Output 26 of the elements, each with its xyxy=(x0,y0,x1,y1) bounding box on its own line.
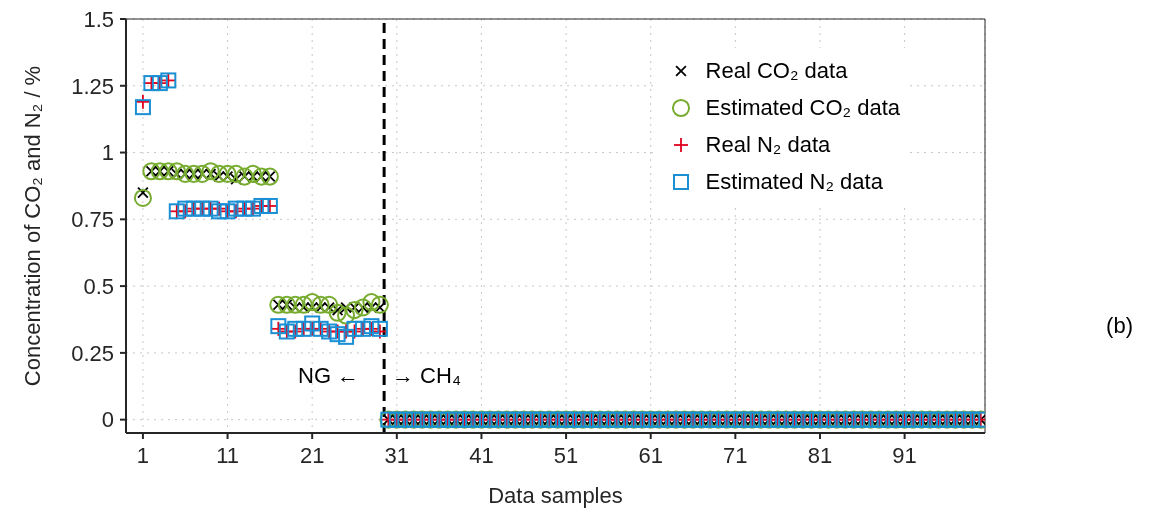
y-tick-label: 1.5 xyxy=(83,6,114,32)
legend-label: Real CO₂ data xyxy=(705,57,848,84)
y-tick-label: 1 xyxy=(101,140,114,166)
legend-label: Real N₂ data xyxy=(705,131,831,158)
annotation: → CH₄ xyxy=(392,363,461,389)
y-tick-label: 0.75 xyxy=(71,207,114,233)
y-axis-title: Concentration of CO₂ and N₂ / % xyxy=(19,65,45,387)
x-tick-label: 41 xyxy=(469,442,494,468)
x-tick-label: 91 xyxy=(892,442,917,468)
x-axis-title: Data samples xyxy=(488,483,623,508)
legend-label: Estimated N₂ data xyxy=(705,168,883,195)
y-tick-label: 0.25 xyxy=(71,340,114,366)
y-tick-label: 0 xyxy=(101,407,114,433)
x-tick-label: 81 xyxy=(807,442,833,468)
y-tick-label: 1.25 xyxy=(71,73,114,99)
annotation: NG ← xyxy=(298,363,360,389)
y-tick-label: 0.5 xyxy=(83,273,114,299)
x-tick-label: 51 xyxy=(553,442,579,468)
text: (b) xyxy=(1106,313,1133,339)
x-tick-label: 31 xyxy=(384,442,410,468)
x-tick-label: 71 xyxy=(723,442,748,468)
x-tick-label: 1 xyxy=(136,442,150,468)
x-tick-label: 11 xyxy=(216,442,239,468)
x-tick-label: 21 xyxy=(299,442,325,468)
legend-label: Estimated CO₂ data xyxy=(705,94,900,121)
x-tick-label: 61 xyxy=(638,442,663,468)
